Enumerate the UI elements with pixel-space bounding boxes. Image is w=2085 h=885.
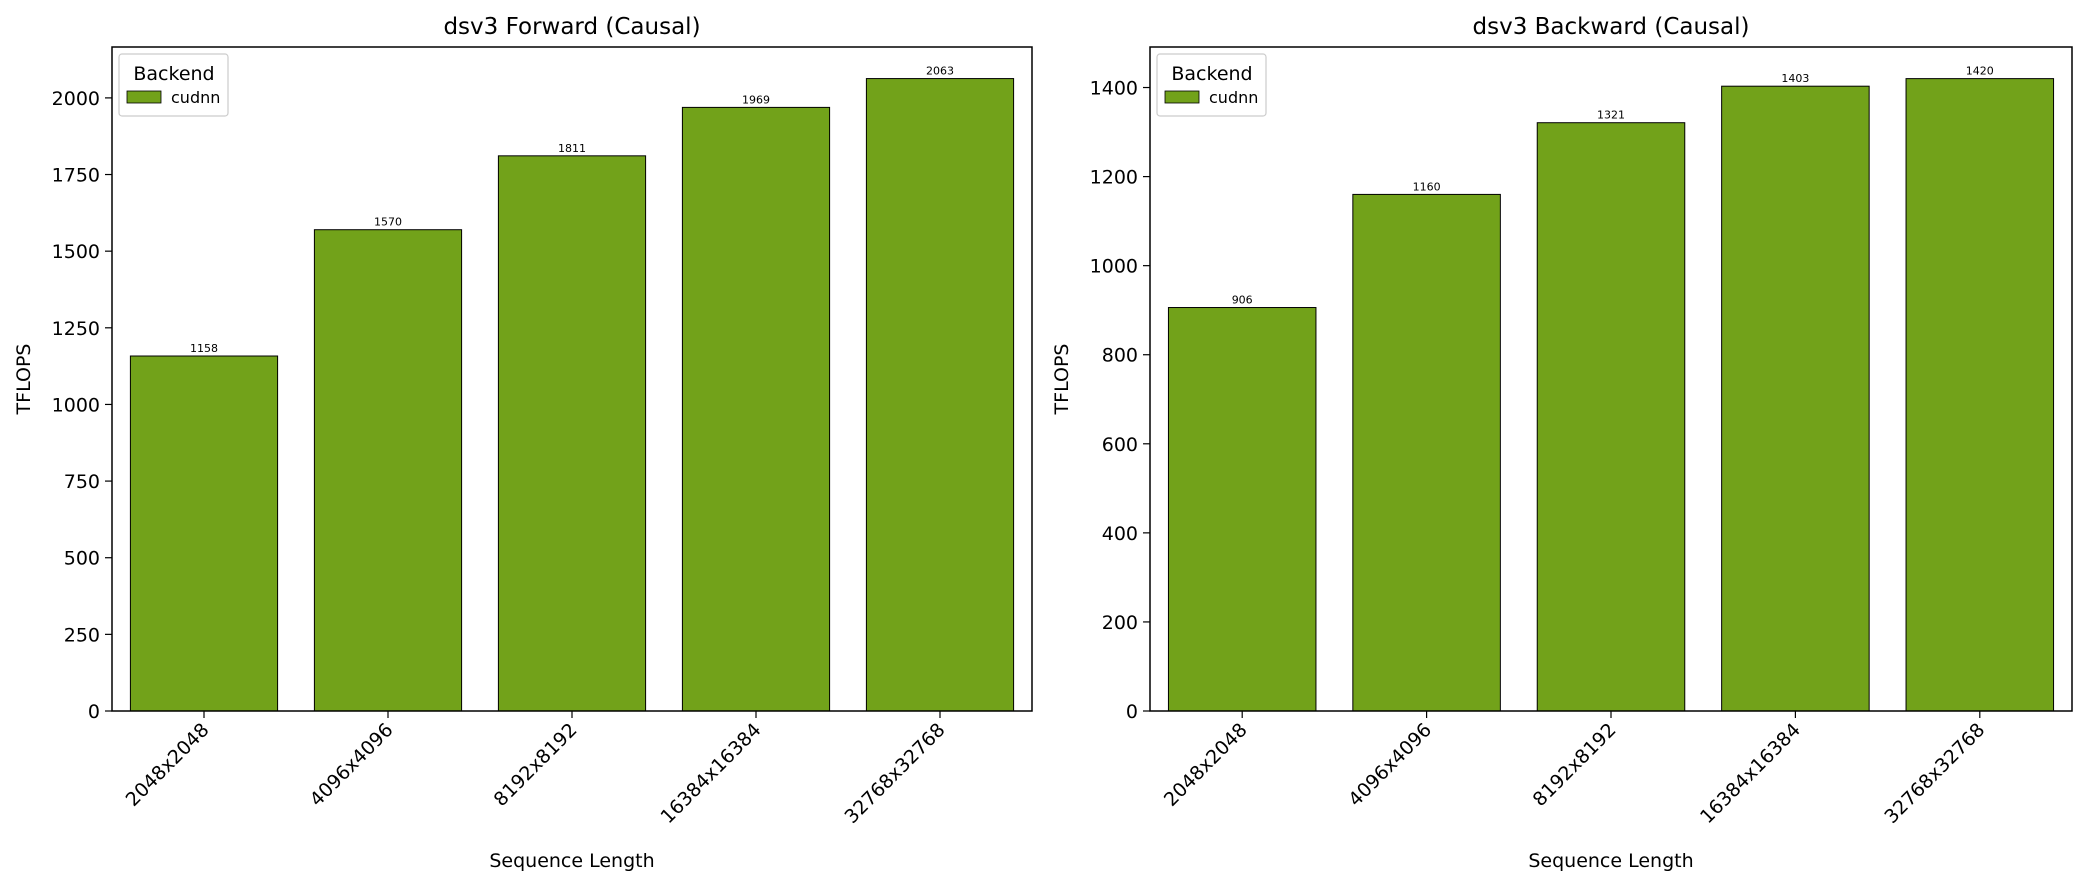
y-axis-ticks: 0 250 500 750 1000 1250 1500 1750 2000 (52, 88, 112, 723)
legend-swatch (1164, 90, 1200, 104)
x-tick-label: 16384x16384 (1696, 719, 1805, 828)
y-tick-label: 1400 (1090, 78, 1138, 100)
bar-2048x2048 (1167, 307, 1317, 712)
bar-value-label: 2063 (926, 65, 954, 78)
plot-frame (1149, 46, 2073, 712)
backward-chart-panel: dsv3 Backward (Causal) Sequence Length T… (1051, 14, 2073, 872)
chart-title: dsv3 Backward (Causal) (1473, 14, 1750, 40)
y-tick-label: 1000 (52, 394, 100, 416)
legend: Backend cudnn (118, 53, 229, 117)
y-tick-label: 400 (1102, 523, 1138, 545)
bar-value-label: 1321 (1597, 109, 1625, 122)
legend-title: Backend (133, 63, 214, 85)
y-tick-label: 0 (88, 701, 100, 723)
y-tick-label: 800 (1102, 345, 1138, 367)
y-tick-label: 0 (1126, 701, 1138, 723)
legend-swatch (126, 90, 162, 104)
x-axis-label: Sequence Length (1528, 850, 1693, 872)
bar-value-labels: 906 1160 1321 1403 1420 (1232, 65, 1994, 307)
y-axis-label: TFLOPS (13, 344, 35, 416)
bar-8192x8192 (1536, 122, 1686, 712)
x-axis-ticks: 2048x2048 4096x4096 8192x8192 16384x16384 32… (122, 711, 950, 828)
x-tick-label: 32768x32768 (841, 719, 950, 828)
bar-value-label: 906 (1232, 294, 1253, 307)
y-tick-label: 200 (1102, 612, 1138, 634)
legend-title: Backend (1171, 63, 1252, 85)
bar-16384x16384 (681, 106, 831, 712)
legend-label: cudnn (171, 88, 220, 107)
y-tick-label: 600 (1102, 434, 1138, 456)
y-tick-label: 1000 (1090, 256, 1138, 278)
x-axis-ticks: 2048x2048 4096x4096 8192x8192 16384x16384 32… (1160, 711, 1989, 828)
bar-32768x32768 (865, 78, 1015, 712)
x-axis-label: Sequence Length (489, 850, 654, 872)
y-tick-label: 750 (64, 471, 100, 493)
bar-value-label: 1158 (190, 342, 218, 355)
bar-value-labels: 1158 1570 1811 1969 2063 (190, 65, 954, 355)
bar-group (1167, 78, 2055, 712)
y-tick-label: 2000 (52, 88, 100, 110)
y-tick-label: 500 (64, 548, 100, 570)
y-axis-label: TFLOPS (1051, 344, 1073, 416)
legend-label: cudnn (1209, 88, 1258, 107)
bar-4096x4096 (313, 229, 463, 712)
y-tick-label: 1200 (1090, 167, 1138, 189)
legend: Backend cudnn (1156, 53, 1267, 117)
plot-frame (111, 46, 1033, 712)
bar-value-label: 1403 (1781, 72, 1809, 85)
bar-value-label: 1570 (374, 216, 402, 229)
x-tick-label: 32768x32768 (1880, 719, 1989, 828)
x-tick-label: 4096x4096 (306, 719, 398, 811)
y-tick-label: 250 (64, 624, 100, 646)
bar-2048x2048 (129, 355, 279, 712)
x-tick-label: 2048x2048 (1160, 719, 1252, 811)
x-tick-label: 2048x2048 (122, 719, 214, 811)
y-axis-ticks: 0 200 400 600 800 1000 1200 1400 (1090, 78, 1150, 723)
x-tick-label: 16384x16384 (657, 719, 766, 828)
x-tick-label: 4096x4096 (1344, 719, 1436, 811)
x-tick-label: 8192x8192 (490, 719, 582, 811)
y-tick-label: 1750 (52, 165, 100, 187)
bar-value-label: 1420 (1966, 65, 1994, 78)
bar-4096x4096 (1352, 193, 1501, 712)
y-tick-label: 1250 (52, 318, 100, 340)
bar-8192x8192 (497, 155, 647, 712)
bar-group (129, 78, 1015, 712)
y-tick-label: 1500 (52, 241, 100, 263)
forward-chart-panel: dsv3 Forward (Causal) Sequence Length TF… (13, 14, 1033, 872)
x-tick-label: 8192x8192 (1529, 719, 1621, 811)
bar-value-label: 1811 (558, 142, 586, 155)
bar-32768x32768 (1905, 78, 2055, 712)
bar-16384x16384 (1721, 85, 1870, 712)
bar-value-label: 1969 (742, 93, 770, 106)
bar-value-label: 1160 (1413, 180, 1441, 193)
chart-title: dsv3 Forward (Causal) (443, 14, 700, 40)
